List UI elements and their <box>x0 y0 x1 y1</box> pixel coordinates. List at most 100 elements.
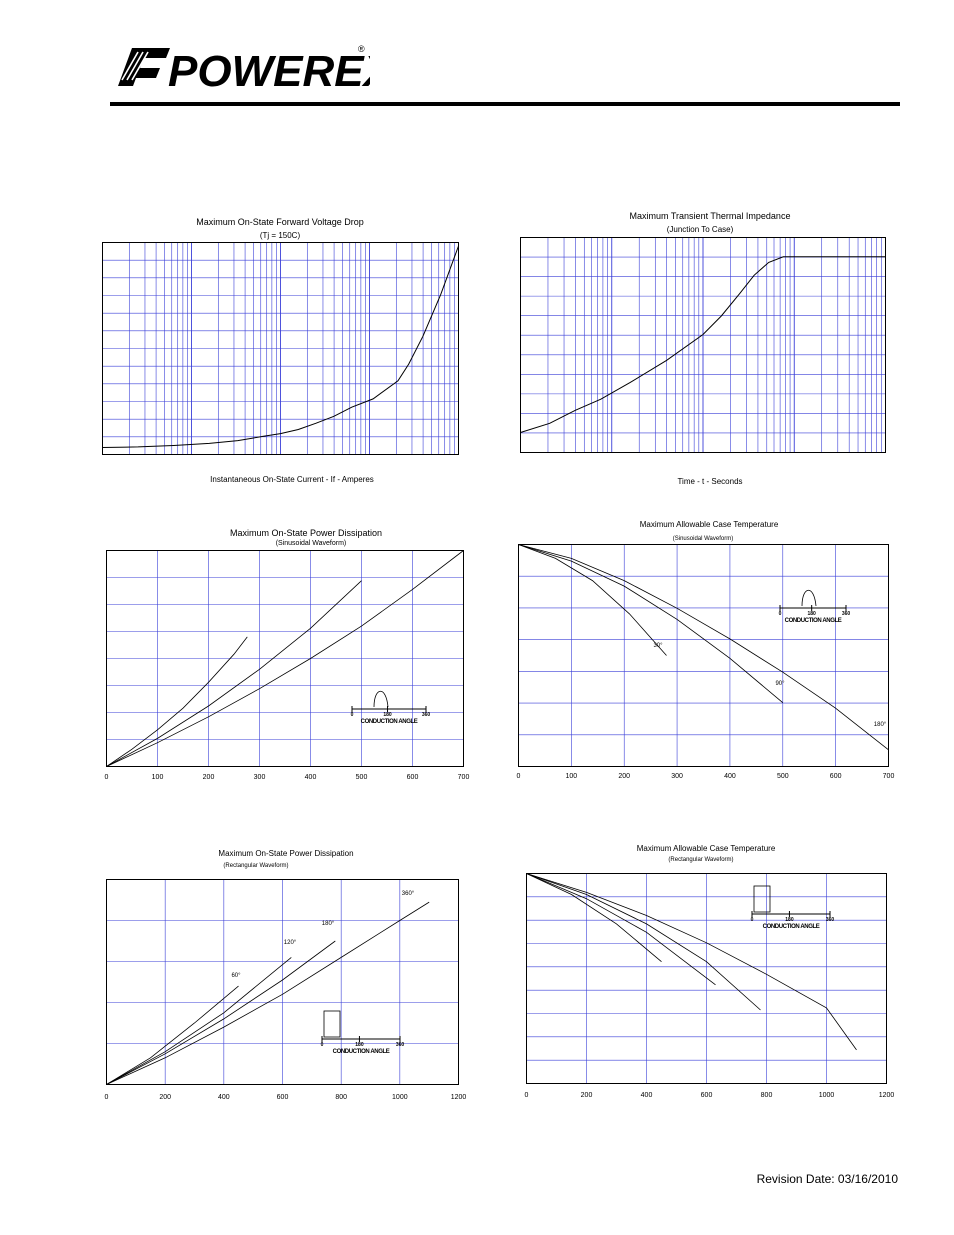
angle-tick-label: 180 <box>808 611 817 617</box>
series-line <box>518 544 889 751</box>
angle-tick-label: 180 <box>355 1042 364 1048</box>
half-sine-icon <box>801 589 817 607</box>
chart5-subtitle: (Rectangular Waveform) <box>223 863 289 869</box>
chart2-xlabel: Time - t - Seconds <box>677 477 743 486</box>
angle-tick-label: 360 <box>396 1042 405 1048</box>
conduction-angle-label: CONDUCTION ANGLE <box>361 719 418 725</box>
series-line <box>526 873 662 963</box>
chart1-plot <box>102 242 459 455</box>
series-line <box>106 550 464 767</box>
conduction-angle-label: CONDUCTION ANGLE <box>763 924 820 930</box>
angle-tick-label: 180 <box>785 917 794 923</box>
x-tick-label: 400 <box>305 774 317 781</box>
x-tick-label: 200 <box>159 1094 171 1101</box>
rectangular-pulse-icon <box>323 1010 341 1038</box>
series-line <box>106 636 248 767</box>
chart2-title: Maximum Transient Thermal Impedance <box>629 211 791 221</box>
plot-frame <box>526 873 887 1084</box>
conduction-angle-inset: 0 180 360 CONDUCTION ANGLE <box>751 885 835 930</box>
grid <box>526 873 887 1084</box>
chart4-plot: 0 100 200 300 400 500 600 700 30° 90° 180° 0 180 360C… <box>517 544 895 780</box>
series-label: 360° <box>402 891 415 897</box>
chart1-xlabel: Instantaneous On-State Current - If - Am… <box>210 475 374 484</box>
chart6-title: Maximum Allowable Case Temperature <box>636 844 776 853</box>
series-line <box>106 580 362 767</box>
x-tick-label: 500 <box>356 774 368 781</box>
plot-frame <box>106 550 464 767</box>
voltage-drop-curve <box>102 245 459 448</box>
chart6-plot: 0 200 400 600 800 1000 1200 0 180 360 CONDUCTION A… <box>525 873 895 1099</box>
chart2-subtitle: (Junction To Case) <box>666 225 734 234</box>
x-tick-label: 0 <box>105 1094 109 1101</box>
angle-tick-label: 0 <box>351 712 354 718</box>
plot-frame <box>520 237 886 453</box>
series-line <box>518 544 784 704</box>
angle-tick-label: 360 <box>826 917 835 923</box>
series-line <box>106 901 430 1085</box>
angle-tick-label: 360 <box>842 611 851 617</box>
chart3-plot: 0 100 200 300 400 500 600 700 0 180 360 CONDUCTION … <box>105 550 470 781</box>
series-label: 30° <box>653 643 663 649</box>
series-label: 180° <box>322 921 335 927</box>
x-tick-label: 600 <box>701 1092 713 1099</box>
chart3-subtitle: (Sinusoidal Waveform) <box>275 540 347 547</box>
x-tick-label: 700 <box>458 774 470 781</box>
series-label: 60° <box>231 973 241 979</box>
x-tick-label: 1200 <box>879 1092 895 1099</box>
header-rule <box>110 102 900 106</box>
x-tick-label: 300 <box>254 774 266 781</box>
chart2-plot <box>520 237 886 453</box>
chart1-title: Maximum On-State Forward Voltage Drop <box>196 217 364 227</box>
brand-text: POWEREX <box>168 47 370 92</box>
grid <box>518 544 889 767</box>
x-tick-label: 700 <box>883 773 895 780</box>
series-line <box>106 957 292 1085</box>
angle-tick-label: 0 <box>751 917 754 923</box>
plot-frame <box>102 242 459 455</box>
powerex-logo: POWEREX ® <box>118 44 370 92</box>
x-tick-label: 400 <box>218 1094 230 1101</box>
chart4-subtitle: (Sinusoidal Waveform) <box>672 536 734 542</box>
chart1-subtitle: (Tj = 150C) <box>259 231 301 240</box>
x-tick-label: 0 <box>525 1092 529 1099</box>
half-sine-icon <box>373 690 389 708</box>
conduction-angle-inset: 0 180 360 CONDUCTION ANGLE <box>321 1010 405 1055</box>
chart5-plot: 0 200 400 600 800 1000 1200 60° 120° 180° 360° 0 180… <box>105 879 466 1101</box>
x-tick-label: 800 <box>761 1092 773 1099</box>
angle-tick-label: 180 <box>383 712 392 718</box>
x-tick-label: 800 <box>335 1094 347 1101</box>
x-tick-label: 400 <box>641 1092 653 1099</box>
chart4-title: Maximum Allowable Case Temperature <box>639 520 779 529</box>
revision-date: Revision Date: 03/16/2010 <box>756 1172 898 1186</box>
series-label: 180° <box>874 722 887 728</box>
series-label: 120° <box>284 940 297 946</box>
x-tick-label: 1000 <box>819 1092 835 1099</box>
x-tick-label: 200 <box>618 773 630 780</box>
chart6-subtitle: (Rectangular Waveform) <box>668 857 734 863</box>
series-line <box>526 873 716 986</box>
x-tick-label: 200 <box>581 1092 593 1099</box>
grid <box>106 879 459 1085</box>
plot-frame <box>518 544 889 767</box>
grid <box>102 242 459 455</box>
conduction-angle-label: CONDUCTION ANGLE <box>333 1049 390 1055</box>
x-tick-label: 600 <box>277 1094 289 1101</box>
x-tick-label: 1000 <box>392 1094 408 1101</box>
x-tick-label: 100 <box>152 774 164 781</box>
x-tick-label: 600 <box>830 773 842 780</box>
thermal-impedance-curve <box>520 256 886 433</box>
trademark-symbol: ® <box>358 44 365 54</box>
angle-tick-label: 0 <box>321 1042 324 1048</box>
series-line <box>106 940 336 1085</box>
x-tick-label: 100 <box>566 773 578 780</box>
plot-frame <box>106 879 459 1085</box>
x-tick-label: 0 <box>517 773 521 780</box>
series-line <box>526 873 857 1051</box>
x-tick-label: 400 <box>724 773 736 780</box>
series-label: 90° <box>775 681 785 687</box>
series-line <box>106 985 239 1085</box>
x-tick-label: 500 <box>777 773 789 780</box>
grid <box>520 237 886 453</box>
